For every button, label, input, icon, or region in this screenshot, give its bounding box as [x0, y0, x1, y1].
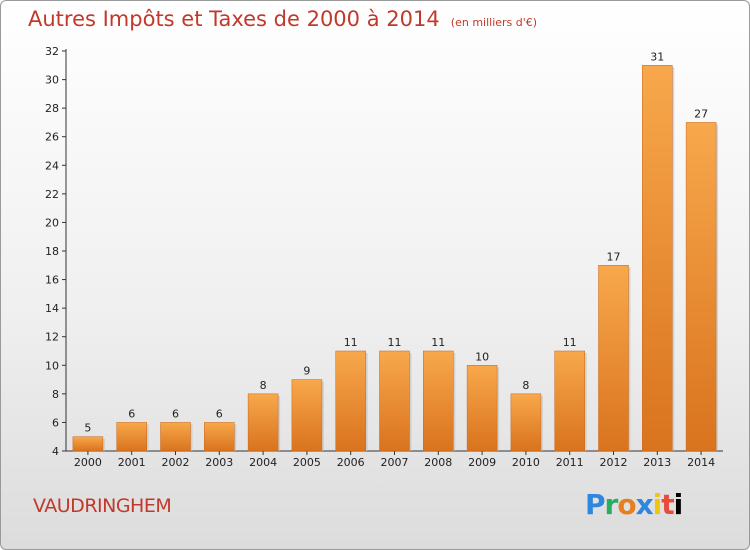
y-tick-label: 32: [45, 45, 59, 58]
commune-name: VAUDRINGHEM: [33, 495, 172, 517]
value-label-2001: 6: [128, 407, 135, 420]
chart-title-text: Autres Impôts et Taxes de 2000 à 2014: [28, 7, 440, 31]
value-label-2009: 10: [475, 350, 489, 363]
value-label-2004: 8: [260, 379, 267, 392]
value-label-2008: 11: [431, 336, 445, 349]
x-tick-label-2014: 2014: [687, 456, 715, 469]
value-label-2005: 9: [303, 365, 310, 378]
x-tick-label-2008: 2008: [424, 456, 452, 469]
x-tick-label-2011: 2011: [556, 456, 584, 469]
x-tick-label-2010: 2010: [512, 456, 540, 469]
bar-2001: [116, 422, 147, 452]
bar-2008: [423, 350, 454, 452]
y-tick-label: 14: [45, 302, 59, 315]
bar-2010: [510, 393, 542, 452]
y-tick-label: 26: [45, 131, 59, 144]
value-label-2003: 6: [216, 407, 223, 420]
value-label-2007: 11: [388, 336, 402, 349]
y-tick-label: 16: [45, 274, 59, 287]
y-tick-label: 12: [45, 331, 59, 344]
y-tick-label: 22: [45, 188, 59, 201]
value-label-2006: 11: [344, 336, 358, 349]
x-tick-label-2000: 2000: [74, 456, 102, 469]
x-tick-label-2003: 2003: [205, 456, 233, 469]
y-tick-label: 30: [45, 74, 59, 87]
value-label-2012: 17: [607, 250, 621, 263]
bar-2012: [598, 265, 629, 452]
bar-2014: [685, 122, 717, 452]
value-label-2011: 11: [563, 336, 577, 349]
y-tick-label: 4: [52, 445, 59, 458]
y-tick-label: 24: [45, 159, 59, 172]
chart-title: Autres Impôts et Taxes de 2000 à 2014 (e…: [28, 7, 537, 31]
x-tick-label-2002: 2002: [162, 456, 190, 469]
x-tick-label-2013: 2013: [643, 456, 671, 469]
chart-bars: [72, 65, 719, 452]
bar-2007: [379, 350, 410, 452]
bar-2000: [72, 436, 104, 452]
value-label-2014: 27: [694, 107, 708, 120]
x-tick-label-2001: 2001: [118, 456, 146, 469]
value-label-2013: 31: [650, 50, 664, 63]
bar-2006: [335, 350, 366, 452]
y-tick-label: 10: [45, 359, 59, 372]
value-label-2002: 6: [172, 407, 179, 420]
bar-2003: [204, 422, 235, 452]
x-tick-label-2004: 2004: [249, 456, 277, 469]
y-tick-label: 18: [45, 245, 59, 258]
bar-2004: [247, 393, 279, 452]
y-tick-label: 28: [45, 102, 59, 115]
y-tick-label: 20: [45, 216, 59, 229]
proxiti-logo[interactable]: Proxiti: [585, 488, 683, 521]
bar-2009: [466, 365, 498, 452]
y-tick-label: 6: [52, 416, 59, 429]
bar-2005: [291, 379, 323, 452]
value-label-2000: 5: [84, 422, 91, 435]
bar-2002: [160, 422, 191, 452]
x-tick-label-2007: 2007: [381, 456, 409, 469]
bar-2013: [642, 65, 673, 452]
y-tick-label: 8: [52, 388, 59, 401]
x-tick-label-2009: 2009: [468, 456, 496, 469]
x-tick-label-2005: 2005: [293, 456, 321, 469]
bar-2011: [554, 350, 585, 452]
x-tick-label-2012: 2012: [600, 456, 628, 469]
chart-unit: (en milliers d'€): [450, 16, 538, 29]
chart-labels: 5 2000 6 2001 6 2002 6 2003 8 2004 9 2005 11 2006 11 20…: [74, 50, 715, 469]
x-tick-label-2006: 2006: [337, 456, 365, 469]
value-label-2010: 8: [522, 379, 529, 392]
